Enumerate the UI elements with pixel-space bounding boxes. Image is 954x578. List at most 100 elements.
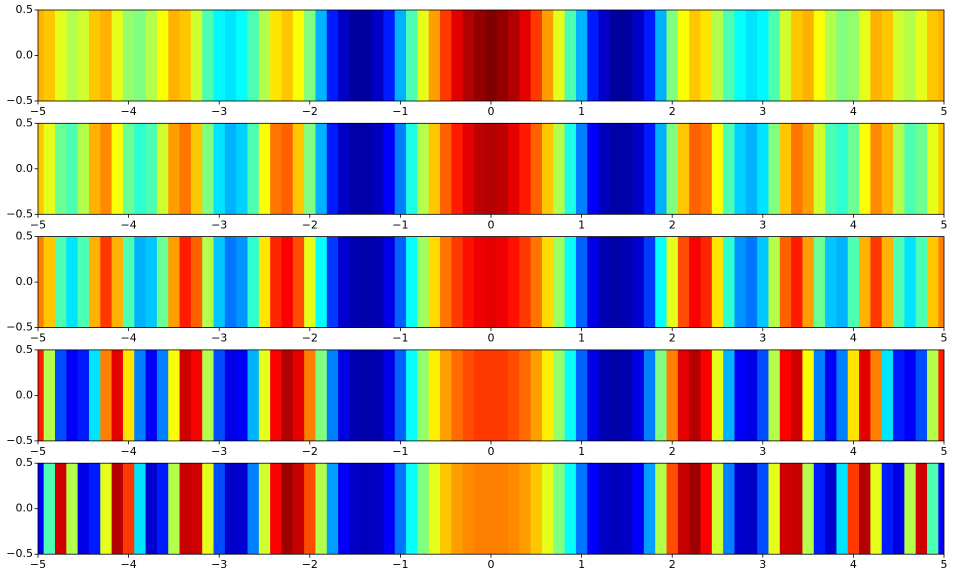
heatmap-cell [689, 123, 702, 215]
heatmap-cell [383, 349, 396, 441]
heatmap-cell [122, 463, 135, 555]
heatmap-cell [270, 463, 283, 555]
heatmap-cell [156, 236, 169, 328]
heatmap-cell [100, 463, 113, 555]
heatmap-cell [847, 123, 860, 215]
heatmap-cell [224, 10, 237, 101]
heatmap-cell [236, 236, 249, 328]
y-tick-label: −0.5 [6, 321, 33, 334]
heatmap-cell [394, 349, 407, 441]
heatmap-cell [406, 463, 418, 555]
heatmap-cell [111, 463, 124, 555]
heatmap-cell [689, 236, 702, 328]
heatmap-cell [474, 349, 486, 441]
heatmap-cell [802, 349, 815, 441]
heatmap-cell [38, 349, 45, 441]
heatmap-cell [168, 123, 181, 215]
heatmap-cell [338, 236, 351, 328]
heatmap-cell [553, 10, 566, 101]
heatmap-cell [768, 10, 781, 101]
heatmap-cell [666, 349, 679, 441]
heatmap-cell [54, 236, 67, 328]
x-tick-label: 0 [488, 105, 495, 118]
heatmap-cell [77, 463, 90, 555]
heatmap-cell [122, 349, 135, 441]
heatmap-cell [859, 236, 871, 328]
x-tick-label: 0 [488, 332, 495, 345]
heatmap-cell [428, 463, 441, 555]
heatmap-cell [372, 463, 385, 555]
heatmap-cell [666, 236, 679, 328]
heatmap-cell [530, 349, 543, 441]
heatmap-cell [66, 236, 79, 328]
heatmap-panel [38, 236, 944, 328]
heatmap-cell [179, 349, 192, 441]
heatmap-panel [38, 10, 944, 101]
heatmap-cell [338, 349, 351, 441]
heatmap-cell [689, 10, 702, 101]
heatmap-cell [779, 463, 792, 555]
heatmap-cell [394, 236, 407, 328]
x-tick-label: −5 [30, 218, 46, 231]
x-tick-label: −2 [302, 218, 318, 231]
heatmap-cell [541, 10, 554, 101]
heatmap-cell [859, 463, 871, 555]
heatmap-cell [326, 463, 339, 555]
heatmap-cell [236, 463, 249, 555]
heatmap-cell [519, 463, 532, 555]
heatmap-cell [38, 10, 45, 101]
heatmap-cell [598, 236, 611, 328]
heatmap-cell [847, 10, 860, 101]
heatmap-cell [779, 123, 792, 215]
heatmap-cell [927, 236, 939, 328]
heatmap-cell [598, 10, 611, 101]
x-tick-label: 5 [941, 558, 948, 571]
heatmap-cell [485, 123, 498, 215]
heatmap-cell [541, 123, 554, 215]
x-tick-label: 0 [488, 445, 495, 458]
heatmap-cell [677, 10, 690, 101]
heatmap-cell [168, 236, 181, 328]
heatmap-cell [893, 123, 905, 215]
heatmap-cell [904, 349, 917, 441]
heatmap-cell [247, 123, 260, 215]
x-tick-label: −2 [302, 558, 318, 571]
heatmap-cell [745, 463, 758, 555]
heatmap-cell [349, 463, 362, 555]
heatmap-cell [723, 10, 736, 101]
heatmap-cell [247, 10, 260, 101]
heatmap-cell [406, 236, 418, 328]
heatmap-cell [213, 349, 226, 441]
heatmap-cell [859, 349, 871, 441]
heatmap-cell [406, 10, 418, 101]
y-tick-label: 0.0 [16, 162, 34, 175]
heatmap-cell [428, 236, 441, 328]
heatmap-cell [406, 123, 418, 215]
heatmap-cell [802, 123, 815, 215]
heatmap-cell [38, 463, 45, 555]
heatmap-cell [440, 463, 452, 555]
heatmap-cell [258, 463, 271, 555]
x-tick-label: 2 [669, 558, 676, 571]
x-tick-label: 2 [669, 445, 676, 458]
heatmap-cell [927, 349, 939, 441]
heatmap-cell [258, 123, 271, 215]
heatmap-cell [281, 10, 294, 101]
heatmap-cell [224, 349, 237, 441]
heatmap-panel [38, 123, 944, 215]
heatmap-cell [88, 10, 101, 101]
heatmap-panel [38, 463, 944, 555]
x-tick-label: 2 [669, 218, 676, 231]
y-tick-label: 0.0 [16, 388, 34, 401]
x-tick-label: 3 [759, 105, 766, 118]
heatmap-cell [145, 463, 158, 555]
heatmap-cell [451, 463, 464, 555]
heatmap-cell [519, 10, 532, 101]
heatmap-cell [451, 10, 464, 101]
heatmap-cell [609, 349, 622, 441]
heatmap-cell [847, 236, 860, 328]
x-tick-label: 3 [759, 332, 766, 345]
heatmap-cell [643, 10, 656, 101]
heatmap-cell [757, 236, 770, 328]
x-tick-label: −3 [211, 105, 227, 118]
